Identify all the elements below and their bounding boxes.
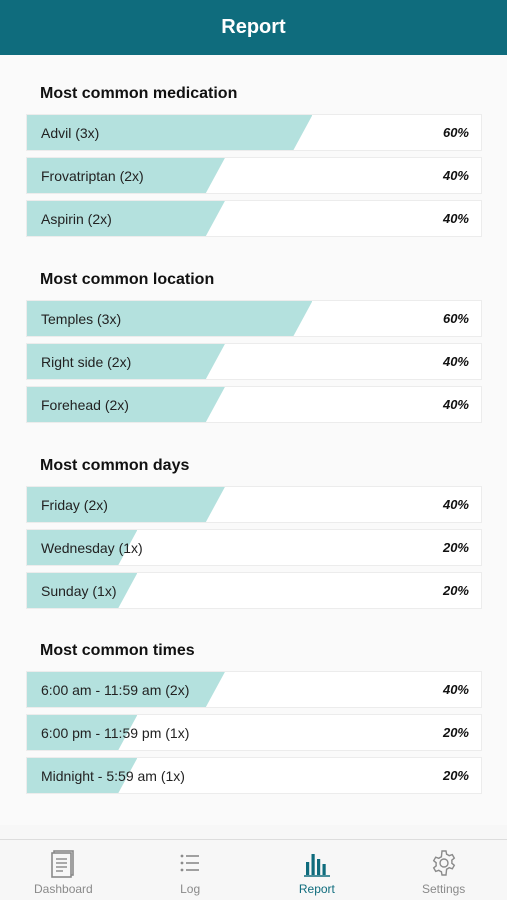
row-label: Temples (3x): [41, 310, 122, 327]
percentage-bar: [27, 573, 137, 608]
report-row: Forehead (2x) 40%: [26, 386, 482, 423]
report-row: Wednesday (1x) 20%: [26, 529, 482, 566]
percentage-bar: [27, 387, 225, 422]
row-label: Frovatriptan (2x): [41, 167, 144, 184]
dashboard-icon: [51, 850, 75, 878]
row-label: Sunday (1x): [41, 582, 117, 599]
percentage-bar: [27, 530, 137, 565]
list-icon: [180, 854, 200, 872]
row-label: 6:00 pm - 11:59 pm (1x): [41, 724, 190, 741]
percentage-bar: [27, 672, 225, 707]
percentage-bar: [27, 715, 137, 750]
percentage-bar: [27, 158, 225, 193]
report-row: Aspirin (2x) 40%: [26, 200, 482, 237]
row-label: Friday (2x): [41, 496, 108, 513]
gear-icon: [432, 850, 455, 876]
row-percentage: 60%: [442, 125, 469, 140]
row-percentage: 20%: [442, 725, 469, 740]
row-label: Right side (2x): [41, 353, 132, 370]
report-row: 6:00 am - 11:59 am (2x) 40%: [26, 671, 482, 708]
report-row: Sunday (1x) 20%: [26, 572, 482, 609]
app-header: Report: [0, 0, 507, 55]
row-percentage: 40%: [442, 682, 469, 697]
page-title: Report: [221, 16, 286, 38]
section-title: Most common times: [40, 642, 195, 659]
row-percentage: 40%: [442, 211, 469, 226]
percentage-bar: [27, 301, 312, 336]
report-row: Frovatriptan (2x) 40%: [26, 157, 482, 194]
tab-label: Dashboard: [34, 882, 93, 896]
percentage-bar: [27, 115, 312, 150]
percentage-bar: [27, 487, 225, 522]
report-row: 6:00 pm - 11:59 pm (1x) 20%: [26, 714, 482, 751]
tab-label: Log: [180, 882, 201, 896]
percentage-bar: [27, 344, 225, 379]
row-label: Wednesday (1x): [41, 539, 143, 556]
bottom-tab-bar: Dashboard Log Report Settings: [0, 839, 507, 900]
tab-dashboard[interactable]: Dashboard: [0, 840, 127, 900]
tab-label: Report: [298, 882, 335, 896]
tab-settings[interactable]: Settings: [380, 840, 507, 900]
row-percentage: 40%: [442, 354, 469, 369]
tab-report[interactable]: Report: [254, 840, 381, 900]
report-content[interactable]: Most common medication Advil (3x) 60% Frova…: [0, 55, 507, 839]
row-percentage: 20%: [442, 768, 469, 783]
section-title: Most common location: [40, 271, 215, 288]
report-card: Most common medication Advil (3x) 60% Frova…: [0, 55, 507, 825]
row-label: Advil (3x): [41, 124, 100, 141]
percentage-bar: [27, 201, 225, 236]
bar-chart-icon: [303, 854, 330, 877]
row-percentage: 60%: [442, 311, 469, 326]
row-percentage: 20%: [442, 540, 469, 555]
report-row: Midnight - 5:59 am (1x) 20%: [26, 757, 482, 794]
tab-label: Settings: [421, 882, 466, 896]
section-title: Most common medication: [40, 85, 238, 102]
row-percentage: 40%: [442, 397, 469, 412]
report-row: Temples (3x) 60%: [26, 300, 482, 337]
report-row: Friday (2x) 40%: [26, 486, 482, 523]
percentage-bar: [27, 758, 137, 793]
row-label: Aspirin (2x): [41, 210, 112, 227]
tab-log[interactable]: Log: [127, 840, 254, 900]
row-percentage: 20%: [442, 583, 469, 598]
row-label: Forehead (2x): [41, 396, 129, 413]
section-title: Most common days: [40, 457, 190, 474]
row-label: Midnight - 5:59 am (1x): [41, 767, 185, 784]
report-row: Right side (2x) 40%: [26, 343, 482, 380]
row-percentage: 40%: [442, 168, 469, 183]
row-label: 6:00 am - 11:59 am (2x): [41, 681, 190, 698]
report-row: Advil (3x) 60%: [26, 114, 482, 151]
row-percentage: 40%: [442, 497, 469, 512]
